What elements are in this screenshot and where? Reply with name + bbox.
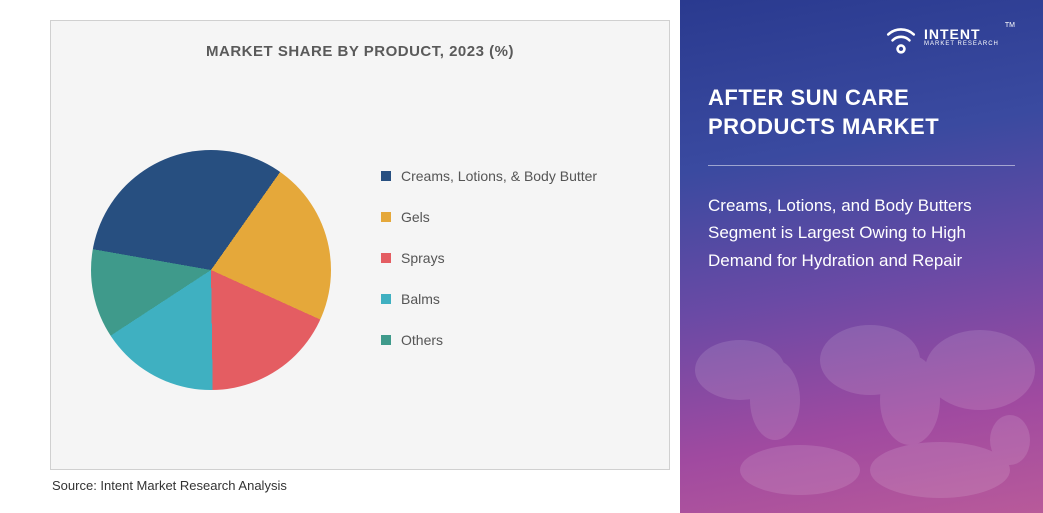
legend-swatch — [381, 294, 391, 304]
key-insight-text: Creams, Lotions, and Body Butters Segmen… — [708, 192, 1015, 274]
chart-area: MARKET SHARE BY PRODUCT, 2023 (%) Creams… — [50, 20, 670, 470]
section-divider — [708, 165, 1015, 166]
source-attribution: Source: Intent Market Research Analysis — [50, 470, 670, 493]
logo-trademark: TM — [1005, 22, 1015, 29]
legend-swatch — [381, 253, 391, 263]
chart-title: MARKET SHARE BY PRODUCT, 2023 (%) — [51, 21, 669, 70]
logo-text: INTENT MARKET RESEARCH — [924, 27, 999, 47]
legend-item: Sprays — [381, 249, 649, 268]
legend-swatch — [381, 335, 391, 345]
legend-label: Balms — [401, 290, 440, 309]
pie-chart — [91, 150, 331, 390]
right-content: INTENT MARKET RESEARCH TM AFTER SUN CARE… — [708, 20, 1015, 493]
chart-body: Creams, Lotions, & Body Butter Gels Sprays… — [51, 70, 669, 469]
wifi-signal-icon — [884, 20, 918, 54]
pie-chart-wrap — [51, 150, 371, 390]
legend-swatch — [381, 212, 391, 222]
logo-sub-text: MARKET RESEARCH — [924, 41, 999, 47]
chart-legend: Creams, Lotions, & Body Butter Gels Sprays… — [371, 167, 669, 371]
legend-label: Creams, Lotions, & Body Butter — [401, 167, 597, 186]
legend-label: Others — [401, 331, 443, 350]
legend-item: Gels — [381, 208, 649, 227]
logo-main-text: INTENT — [924, 27, 999, 41]
brand-logo: INTENT MARKET RESEARCH TM — [884, 20, 1015, 54]
right-panel: INTENT MARKET RESEARCH TM AFTER SUN CARE… — [680, 0, 1043, 513]
infographic-container: MARKET SHARE BY PRODUCT, 2023 (%) Creams… — [0, 0, 1043, 513]
legend-label: Gels — [401, 208, 430, 227]
legend-swatch — [381, 171, 391, 181]
legend-item: Creams, Lotions, & Body Butter — [381, 167, 649, 186]
legend-item: Others — [381, 331, 649, 350]
market-title: AFTER SUN CARE PRODUCTS MARKET — [708, 84, 1015, 141]
legend-item: Balms — [381, 290, 649, 309]
left-panel: MARKET SHARE BY PRODUCT, 2023 (%) Creams… — [0, 0, 680, 513]
legend-label: Sprays — [401, 249, 445, 268]
